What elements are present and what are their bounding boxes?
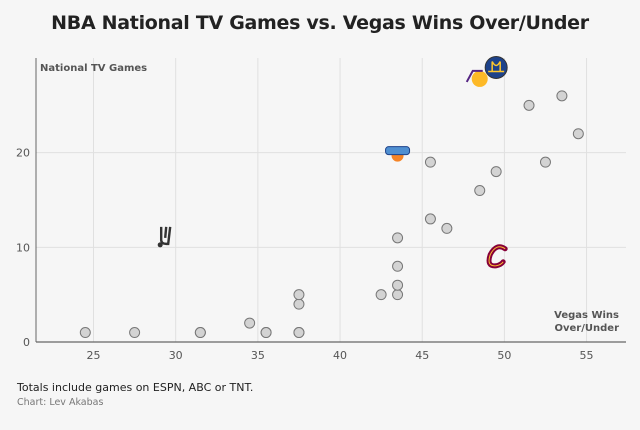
data-point xyxy=(539,156,551,168)
y-tick-label: 20 xyxy=(16,147,30,160)
lakers-logo-icon xyxy=(465,69,488,87)
data-point xyxy=(392,289,404,301)
x-tick-label: 30 xyxy=(169,349,183,362)
chart-title: NBA National TV Games vs. Vegas Wins Ove… xyxy=(51,12,589,34)
data-point xyxy=(474,185,486,197)
x-tick-label: 50 xyxy=(497,349,511,362)
data-point xyxy=(556,90,568,102)
data-point xyxy=(260,327,272,339)
data-point xyxy=(129,327,141,339)
data-point xyxy=(523,99,535,111)
warriors-logo-icon xyxy=(484,55,508,79)
x-axis-label-line1: Vegas Wins xyxy=(554,310,619,321)
y-axis-label: National TV Games xyxy=(40,63,147,74)
x-tick-label: 25 xyxy=(87,349,101,362)
cavaliers-logo-icon xyxy=(486,244,508,269)
data-point xyxy=(392,232,404,244)
data-point xyxy=(244,317,256,329)
data-point xyxy=(392,260,404,272)
data-point xyxy=(194,327,206,339)
data-point xyxy=(293,298,305,310)
grid xyxy=(36,58,626,342)
logos xyxy=(157,55,508,269)
data-point xyxy=(375,289,387,301)
data-point xyxy=(293,327,305,339)
axes: 25 30 35 40 45 50 55 0 10 20 xyxy=(16,58,626,362)
data-point xyxy=(424,213,436,225)
x-tick-label: 45 xyxy=(415,349,429,362)
data-point xyxy=(572,128,584,140)
data-point xyxy=(79,327,91,339)
knicks-logo-icon xyxy=(385,146,411,162)
data-point xyxy=(424,156,436,168)
points xyxy=(79,90,584,339)
y-tick-label: 10 xyxy=(16,241,30,254)
data-point xyxy=(490,166,502,178)
x-tick-label: 35 xyxy=(251,349,265,362)
chart-credit: Chart: Lev Akabas xyxy=(17,397,104,408)
data-point xyxy=(293,289,305,301)
x-tick-label: 40 xyxy=(333,349,347,362)
x-axis-label-line2: Over/Under xyxy=(555,323,620,334)
data-point xyxy=(392,279,404,291)
spurs-logo-icon xyxy=(157,226,172,248)
y-tick-label: 0 xyxy=(23,336,30,349)
x-tick-label: 55 xyxy=(580,349,594,362)
footer-note: Totals include games on ESPN, ABC or TNT… xyxy=(17,381,254,394)
data-point xyxy=(441,222,453,234)
